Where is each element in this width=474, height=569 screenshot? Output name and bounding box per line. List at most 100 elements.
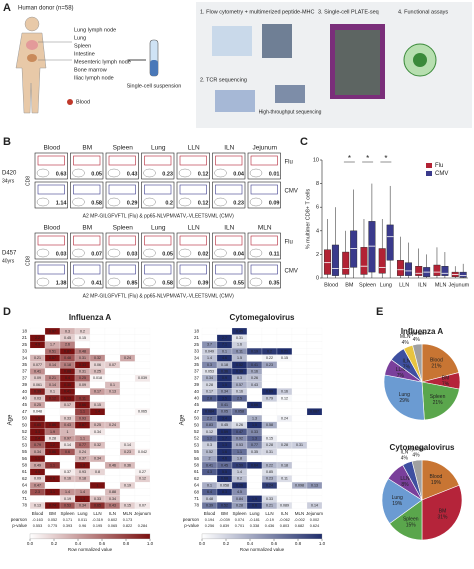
empty-cell: [291, 361, 308, 369]
cell-value: 0.18: [281, 463, 288, 467]
cell-value: 0.37: [64, 470, 71, 474]
cell-value: 0.6: [252, 504, 257, 508]
cell-value: 0.34: [206, 376, 213, 380]
cell-value: 0.68: [221, 477, 228, 481]
colorbar-tick-label: 1.0: [319, 541, 326, 546]
slice-value: 7%: [403, 365, 411, 371]
empty-cell: [74, 428, 91, 436]
row-label: 40: [22, 389, 28, 394]
slice-name: Jejunum: [407, 447, 426, 453]
empty-cell: [246, 488, 263, 496]
row-label: 71: [22, 496, 28, 501]
flow-gate: [215, 184, 243, 195]
tissue-label: Bone marrow: [74, 67, 107, 73]
empty-cell: [119, 374, 136, 382]
flow-gate: [215, 264, 243, 275]
empty-cell: [291, 368, 308, 376]
empty-cell: [216, 495, 233, 503]
flow-plot: [247, 152, 281, 180]
legend-swatch: [426, 171, 432, 176]
slice-name: Lung: [392, 495, 403, 501]
row-label: 25: [194, 342, 200, 347]
empty-cell: [306, 441, 323, 449]
cell-value: 0.33: [79, 363, 86, 367]
flow-gate: [250, 235, 278, 246]
row-label: 34: [194, 355, 200, 360]
empty-cell: [276, 482, 293, 489]
empty-cell: [246, 334, 263, 342]
stat-value: -0.002: [294, 518, 305, 522]
cell-value: 4.6: [222, 457, 227, 461]
cell-value: 1.3: [80, 463, 85, 467]
step-label: 3. Single-cell PLATE-seq: [318, 9, 379, 15]
empty-cell: [134, 368, 151, 376]
gate-value: 0.2: [165, 200, 173, 206]
cell-value: 0.92: [236, 437, 243, 441]
gate-value: 0.11: [269, 251, 279, 257]
cell-value: 0.06: [94, 363, 101, 367]
cell-value: 0.31: [296, 443, 303, 447]
cell-value: 0.14: [64, 443, 71, 447]
empty-cell: [134, 435, 151, 443]
gate-value: 0.63: [56, 171, 67, 177]
flow-gate: [37, 264, 65, 275]
cell-value: 0.11: [236, 349, 243, 353]
cell-value: 0.19: [124, 483, 131, 487]
row-label: 47: [22, 409, 28, 414]
column-label: Spleen: [60, 511, 75, 516]
slice-value: 4%: [401, 456, 409, 462]
cell-value: 1.5: [237, 356, 242, 360]
flow-contour: [107, 248, 121, 258]
flow-contour: [72, 197, 85, 207]
empty-cell: [261, 381, 278, 389]
colorbar-tick-label: 0.6: [99, 541, 106, 546]
panel-label: A: [3, 2, 11, 14]
cell-value: 0.26: [236, 483, 243, 487]
cell-value: 0.24: [79, 450, 86, 454]
flow-gate: [215, 235, 243, 246]
flow-gate: [179, 155, 207, 166]
empty-cell: [276, 435, 293, 443]
stat-value: 0.803: [280, 524, 290, 528]
box: [396, 260, 404, 276]
empty-cell: [201, 327, 218, 335]
flow-plot: [247, 232, 281, 260]
empty-cell: [104, 354, 121, 362]
empty-cell: [59, 455, 76, 463]
gate-value: 0.41: [91, 280, 102, 286]
empty-cell: [306, 488, 323, 496]
empty-cell: [29, 495, 46, 503]
y-axis-label: Age: [180, 414, 186, 425]
cell-value: 0.41: [34, 370, 41, 374]
cell-value: 0.52: [221, 504, 228, 508]
stat-value: -0.319: [92, 518, 103, 522]
row-label: 71: [194, 496, 200, 501]
slice-name: Spleen: [430, 394, 446, 400]
empty-cell: [104, 441, 121, 449]
row-label: 35: [194, 362, 200, 367]
flow-contour: [249, 168, 263, 178]
empty-cell: [276, 495, 293, 503]
empty-cell: [119, 388, 136, 396]
slice-value: 21%: [433, 400, 444, 406]
empty-cell: [291, 334, 308, 342]
gate-value: 0.05: [91, 171, 102, 177]
cell-value: 1.4: [237, 470, 242, 474]
empty-cell: [291, 401, 308, 409]
row-label: 33: [194, 349, 200, 354]
flow-contour: [249, 197, 263, 207]
cell-value: 0.2: [80, 329, 85, 333]
cell-value: 0.21: [34, 356, 41, 360]
cell-value: 0.3: [65, 329, 70, 333]
tissue-header: ILN: [224, 225, 234, 232]
cell-value: 0.16: [64, 477, 71, 481]
empty-cell: [134, 482, 151, 489]
empty-cell: [89, 461, 106, 469]
empty-cell: [276, 334, 293, 342]
cell-value: 0.25: [79, 376, 86, 380]
empty-cell: [119, 421, 136, 429]
gate-value: 0.04: [233, 251, 245, 257]
row-label: 39: [22, 382, 28, 387]
cell-value: 0.93: [79, 416, 86, 420]
stat-name: pearson: [11, 517, 28, 522]
